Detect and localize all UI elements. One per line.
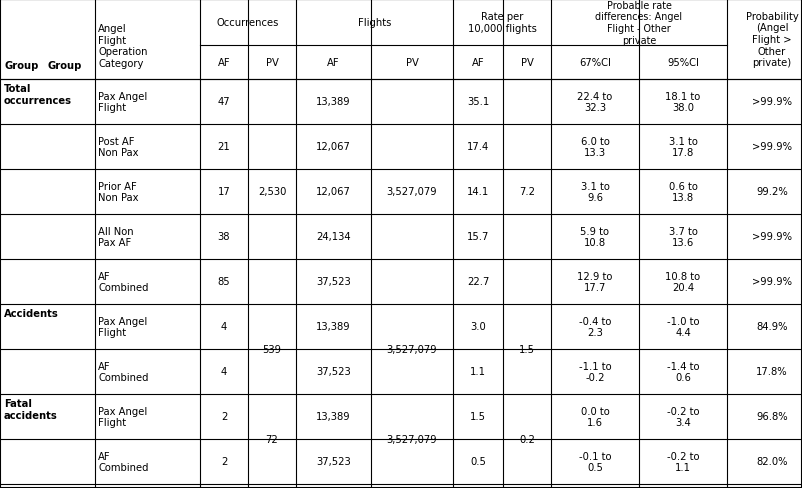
Text: PV: PV [406, 58, 419, 68]
Text: -0.2 to
1.1: -0.2 to 1.1 [666, 451, 699, 472]
Text: 18.1 to
38.0: 18.1 to 38.0 [666, 92, 701, 113]
Text: 47: 47 [217, 97, 230, 107]
Text: 12,067: 12,067 [316, 142, 351, 152]
Text: Rate per
10,000 flights: Rate per 10,000 flights [468, 12, 537, 34]
Text: 14.1: 14.1 [467, 187, 489, 197]
Text: 2: 2 [221, 457, 227, 467]
Text: 4: 4 [221, 322, 227, 332]
Text: -0.4 to
2.3: -0.4 to 2.3 [579, 316, 611, 338]
Text: Probable rate
differences: Angel
Flight - Other
private: Probable rate differences: Angel Flight … [595, 1, 683, 45]
Text: Flights: Flights [358, 18, 391, 28]
Text: Pax Angel
Flight: Pax Angel Flight [98, 316, 148, 338]
Text: 17.4: 17.4 [467, 142, 489, 152]
Text: -0.1 to
0.5: -0.1 to 0.5 [579, 451, 611, 472]
Text: Group: Group [4, 61, 38, 70]
Text: 82.0%: 82.0% [756, 457, 788, 467]
Text: 22.4 to
32.3: 22.4 to 32.3 [577, 92, 613, 113]
Text: 0.2: 0.2 [519, 434, 535, 444]
Text: >99.9%: >99.9% [752, 232, 792, 242]
Text: 38: 38 [218, 232, 230, 242]
Text: AF
Combined: AF Combined [98, 451, 148, 472]
Text: All Non
Pax AF: All Non Pax AF [98, 226, 134, 248]
Text: 5.9 to
10.8: 5.9 to 10.8 [581, 226, 610, 248]
Text: 13,389: 13,389 [316, 412, 350, 422]
Text: Accidents: Accidents [4, 308, 59, 318]
Text: 3,527,079: 3,527,079 [387, 187, 437, 197]
Text: 3,527,079: 3,527,079 [387, 345, 437, 354]
Text: 84.9%: 84.9% [756, 322, 788, 332]
Text: >99.9%: >99.9% [752, 97, 792, 107]
Text: 72: 72 [265, 434, 278, 444]
Text: AF: AF [217, 58, 230, 68]
Text: 3.0: 3.0 [470, 322, 486, 332]
Text: 0.6 to
13.8: 0.6 to 13.8 [669, 182, 698, 203]
Text: Fatal
accidents: Fatal accidents [4, 398, 58, 420]
Text: Angel
Flight
Operation
Category: Angel Flight Operation Category [98, 24, 148, 69]
Text: 3.1 to
17.8: 3.1 to 17.8 [669, 137, 698, 158]
Text: 15.7: 15.7 [467, 232, 489, 242]
Text: 7.2: 7.2 [519, 187, 535, 197]
Text: 3.1 to
9.6: 3.1 to 9.6 [581, 182, 610, 203]
Text: 37,523: 37,523 [316, 457, 351, 467]
Text: 13,389: 13,389 [316, 322, 350, 332]
Text: AF: AF [472, 58, 484, 68]
Text: Occurrences: Occurrences [217, 18, 279, 28]
Text: PV: PV [520, 58, 533, 68]
Text: 4: 4 [221, 367, 227, 377]
Text: AF
Combined: AF Combined [98, 361, 148, 383]
Text: PV: PV [265, 58, 278, 68]
Text: 21: 21 [217, 142, 230, 152]
Text: 3,527,079: 3,527,079 [387, 434, 437, 444]
Text: -1.1 to
-0.2: -1.1 to -0.2 [579, 361, 611, 383]
Text: 1.5: 1.5 [470, 412, 486, 422]
Text: 539: 539 [262, 345, 282, 354]
Text: 35.1: 35.1 [467, 97, 489, 107]
Text: 17: 17 [217, 187, 230, 197]
Text: 12.9 to
17.7: 12.9 to 17.7 [577, 271, 613, 293]
Text: >99.9%: >99.9% [752, 142, 792, 152]
Text: AF
Combined: AF Combined [98, 271, 148, 293]
Text: 37,523: 37,523 [316, 367, 351, 377]
Text: -1.4 to
0.6: -1.4 to 0.6 [666, 361, 699, 383]
Text: -1.0 to
4.4: -1.0 to 4.4 [666, 316, 699, 338]
Text: -0.2 to
3.4: -0.2 to 3.4 [666, 406, 699, 427]
Text: 1.5: 1.5 [519, 345, 535, 354]
Text: 12,067: 12,067 [316, 187, 351, 197]
Text: AF: AF [327, 58, 340, 68]
Text: 3.7 to
13.6: 3.7 to 13.6 [669, 226, 698, 248]
Text: 24,134: 24,134 [316, 232, 350, 242]
Text: Group: Group [47, 61, 82, 70]
Text: Probability
(Angel
Flight >
Other
private): Probability (Angel Flight > Other privat… [746, 12, 798, 68]
Text: Post AF
Non Pax: Post AF Non Pax [98, 137, 139, 158]
Text: 99.2%: 99.2% [756, 187, 788, 197]
Text: 96.8%: 96.8% [756, 412, 788, 422]
Text: 0.0 to
1.6: 0.0 to 1.6 [581, 406, 610, 427]
Text: Pax Angel
Flight: Pax Angel Flight [98, 406, 148, 427]
Text: 17.8%: 17.8% [756, 367, 788, 377]
Text: 67%CI: 67%CI [579, 58, 611, 68]
Text: Prior AF
Non Pax: Prior AF Non Pax [98, 182, 139, 203]
Text: Pax Angel
Flight: Pax Angel Flight [98, 92, 148, 113]
Text: 2,530: 2,530 [257, 187, 286, 197]
Text: 6.0 to
13.3: 6.0 to 13.3 [581, 137, 610, 158]
Text: 13,389: 13,389 [316, 97, 350, 107]
Text: 2: 2 [221, 412, 227, 422]
Text: 1.1: 1.1 [470, 367, 486, 377]
Text: 95%CI: 95%CI [667, 58, 699, 68]
Text: 85: 85 [217, 277, 230, 287]
Text: Total
occurrences: Total occurrences [4, 84, 72, 105]
Text: >99.9%: >99.9% [752, 277, 792, 287]
Text: 0.5: 0.5 [470, 457, 486, 467]
Text: 22.7: 22.7 [467, 277, 489, 287]
Text: 10.8 to
20.4: 10.8 to 20.4 [666, 271, 701, 293]
Text: 37,523: 37,523 [316, 277, 351, 287]
